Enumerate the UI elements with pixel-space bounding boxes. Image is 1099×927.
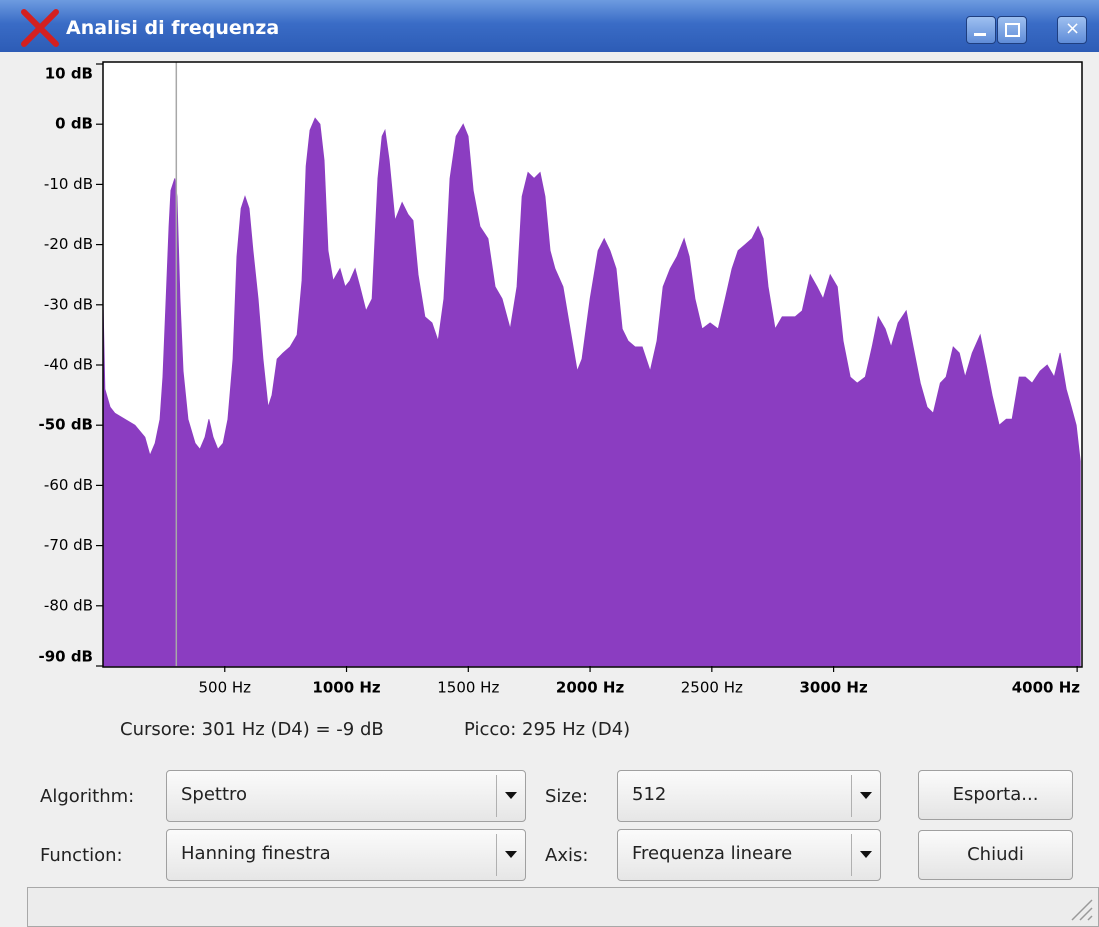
status-bar [27, 887, 1099, 927]
x-tick-label: 2000 Hz [556, 679, 625, 697]
y-tick-label: -70 dB [44, 536, 93, 554]
function-label: Function: [40, 845, 123, 866]
combo-value: 512 [632, 784, 667, 805]
y-tick-label: -10 dB [44, 175, 93, 193]
axis-combo[interactable]: Frequenza lineare [617, 829, 881, 881]
y-tick-label: -50 dB [39, 416, 94, 434]
function-combo[interactable]: Hanning finestra [166, 829, 526, 881]
y-tick-label: -30 dB [44, 295, 93, 313]
combo-value: Hanning finestra [181, 843, 331, 864]
x-tick-label: 1500 Hz [437, 679, 499, 697]
export-button[interactable]: Esporta... [918, 770, 1073, 820]
minimize-button[interactable] [966, 16, 996, 44]
maximize-button[interactable] [997, 16, 1027, 44]
peak-readout: Picco: 295 Hz (D4) [464, 719, 631, 740]
y-tick-label: -80 dB [44, 596, 93, 614]
x-tick-label: 3000 Hz [799, 679, 868, 697]
combo-value: Frequenza lineare [632, 843, 793, 864]
y-tick-label: -20 dB [44, 235, 93, 253]
close-button[interactable]: Chiudi [918, 830, 1073, 880]
close-window-button[interactable]: × [1057, 16, 1087, 44]
algorithm-combo[interactable]: Spettro [166, 770, 526, 822]
y-tick-label: 0 dB [55, 115, 93, 133]
y-tick-label: -90 dB [39, 648, 94, 666]
size-label: Size: [545, 786, 589, 807]
y-tick-label: 10 dB [45, 65, 93, 83]
spectrum-area [102, 117, 1081, 667]
spectrum-chart: 10 dB 0 dB -10 dB -20 dB -30 dB -40 dB -50 dB -… [39, 61, 1083, 697]
x-tick-label: 2500 Hz [681, 679, 743, 697]
app-icon [21, 9, 59, 47]
window-title: Analisi di frequenza [66, 17, 280, 39]
x-tick-label: 1000 Hz [312, 679, 381, 697]
axis-label: Axis: [545, 845, 589, 866]
cursor-readout: Cursore: 301 Hz (D4) = -9 dB [120, 719, 384, 740]
x-tick-label: 4000 Hz [1012, 679, 1081, 697]
algorithm-label: Algorithm: [40, 786, 135, 807]
x-tick-label: 500 Hz [198, 679, 251, 697]
title-bar: Analisi di frequenza × [0, 0, 1099, 52]
y-tick-label: -60 dB [44, 476, 93, 494]
y-tick-label: -40 dB [44, 356, 93, 374]
combo-value: Spettro [181, 784, 248, 805]
resize-grip [1071, 899, 1093, 921]
size-combo[interactable]: 512 [617, 770, 881, 822]
